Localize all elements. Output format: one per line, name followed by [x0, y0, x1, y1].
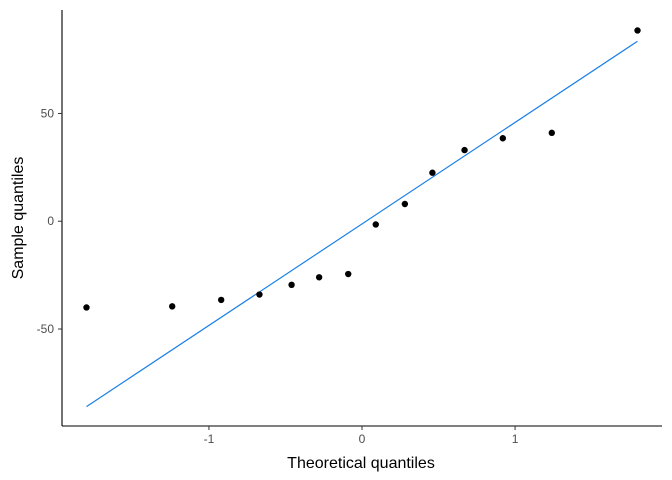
axes: -1 0 1 -50 0 50: [37, 10, 662, 446]
reference-line: [86, 40, 638, 408]
data-point: [401, 200, 409, 208]
data-point: [499, 135, 507, 142]
data-point: [83, 304, 90, 311]
y-tick-label: 50: [41, 106, 55, 120]
data-point: [461, 146, 468, 154]
data-point: [169, 303, 176, 310]
x-tick-label: 1: [512, 432, 519, 446]
x-axis-title: Theoretical quantiles: [287, 455, 435, 472]
x-tick-label: 0: [359, 432, 366, 446]
data-point: [372, 221, 379, 228]
x-tick-label: -1: [204, 432, 215, 446]
reference-line-group: [86, 40, 638, 408]
data-point: [256, 291, 263, 298]
data-point: [429, 169, 436, 176]
data-point: [548, 129, 555, 137]
y-tick-label: 0: [47, 214, 54, 228]
y-tick-label: -50: [37, 322, 55, 336]
data-point: [315, 274, 323, 281]
points-group: [83, 27, 641, 311]
data-point: [345, 270, 352, 278]
data-point: [634, 27, 641, 34]
data-point: [288, 281, 295, 289]
y-axis-title: Sample quantiles: [10, 157, 27, 280]
data-point: [217, 296, 225, 304]
